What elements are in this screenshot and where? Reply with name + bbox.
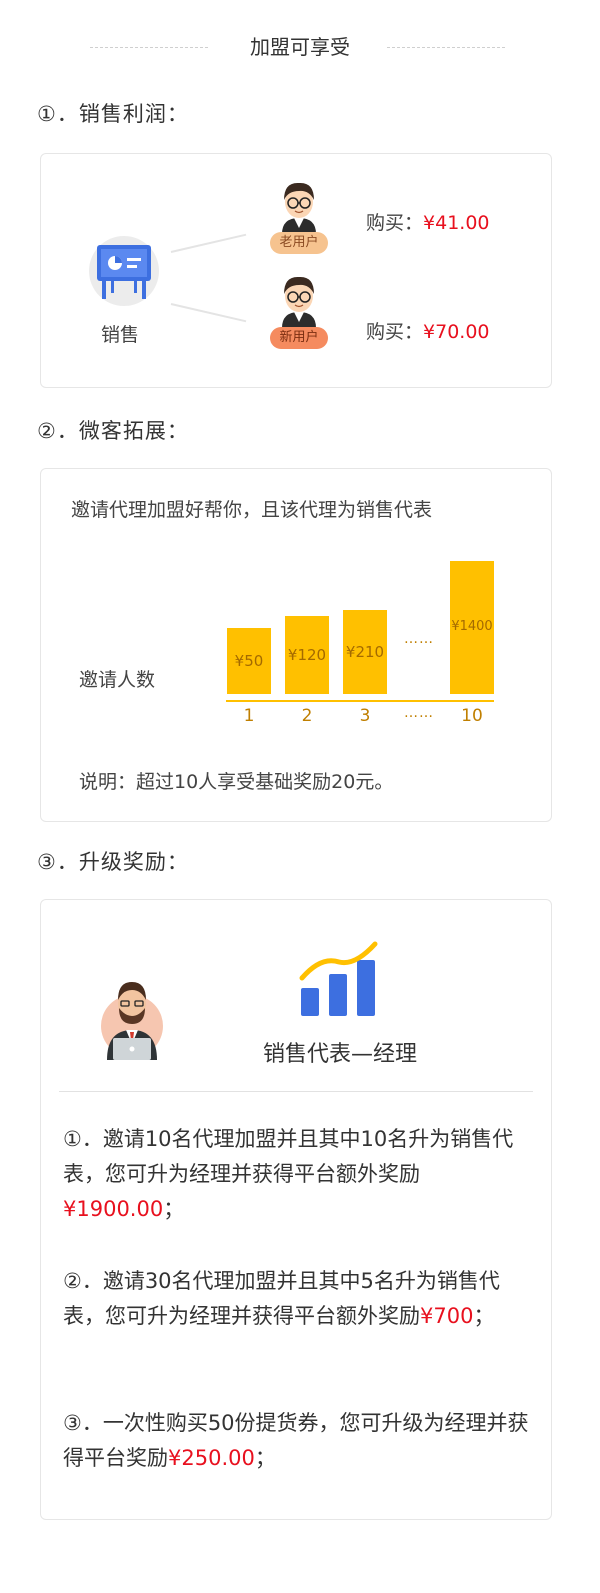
- old-user-purchase: 购买：¥41.00: [366, 208, 490, 235]
- chart-bar-value-label: ¥50: [234, 652, 264, 670]
- chart-x-tick-label: 3: [359, 706, 371, 726]
- purchase-label: 购买：: [366, 321, 424, 343]
- promotion-title: 销售代表—经理: [262, 1042, 417, 1067]
- reward-item-end: ；: [473, 1304, 495, 1328]
- sales-profit-card: 销售 老用户 购买：¥41.00 新用户 购买：¥70.00: [40, 153, 552, 388]
- new-user-amount: ¥70.00: [423, 321, 490, 343]
- section-heading-micro-expansion: ②．微客拓展：: [37, 419, 189, 443]
- reward-item-amount: ¥250.00: [168, 1446, 255, 1470]
- new-user-avatar-icon: [282, 276, 316, 328]
- reward-item-1: ①．邀请10名代理加盟并且其中10名升为销售代表，您可升为经理并获得平台额外奖励…: [63, 1122, 533, 1227]
- chart-x-tick-label: 1: [243, 706, 255, 726]
- chart-bar: [227, 628, 271, 694]
- micro-expansion-card: 邀请代理加盟好帮你，且该代理为销售代表 邀请人数 …… …… 说明：超过10人享…: [40, 468, 552, 822]
- header-divider-left: [90, 47, 208, 48]
- chart-x-tick-label: 2: [301, 706, 313, 726]
- chart-bar-value-label: ¥1400: [451, 618, 493, 634]
- reward-item-text: ③．一次性购买50份提货券，您可升级为经理并获得平台奖励: [63, 1411, 529, 1470]
- reward-item-amount: ¥700: [420, 1304, 474, 1328]
- chart-x-tick-label: 10: [461, 706, 483, 726]
- manager-with-laptop-icon: [107, 982, 157, 1060]
- new-user-badge: 新用户: [270, 327, 328, 349]
- presentation-board-icon: [97, 245, 151, 299]
- header-divider-right: [387, 47, 505, 48]
- chart-bar: [343, 610, 387, 694]
- reward-item-amount: ¥1900.00: [63, 1197, 164, 1221]
- chart-baseline: [226, 700, 494, 702]
- old-user-avatar-icon: [282, 182, 316, 234]
- reward-item-end: ；: [254, 1446, 276, 1470]
- sales-label: 销售: [101, 324, 140, 346]
- expansion-description: 邀请代理加盟好帮你，且该代理为销售代表: [71, 499, 433, 521]
- upgrade-reward-card: 销售代表—经理 ①．邀请10名代理加盟并且其中10名升为销售代表，您可升为经理并…: [40, 899, 552, 1520]
- reward-item-text: ①．邀请10名代理加盟并且其中10名升为销售代表，您可升为经理并获得平台额外奖励: [63, 1127, 514, 1186]
- chart-bar-value-label: ¥210: [345, 643, 385, 661]
- chart-y-label: 邀请人数: [79, 669, 156, 691]
- purchase-label: 购买：: [366, 212, 424, 234]
- sales-icon-circle: [89, 236, 159, 306]
- connector-line-old: [170, 233, 247, 253]
- chart-ellipsis-ticks: ……: [404, 705, 434, 721]
- page-title: 加盟可享受: [250, 35, 350, 59]
- growth-chart-icon: [299, 941, 378, 1016]
- chart-bar-value-label: ¥120: [287, 646, 327, 664]
- reward-item-3: ③．一次性购买50份提货券，您可升级为经理并获得平台奖励¥250.00；: [63, 1406, 533, 1476]
- expansion-note: 说明：超过10人享受基础奖励20元。: [79, 771, 394, 793]
- reward-item-2: ②．邀请30名代理加盟并且其中5名升为销售代表，您可升为经理并获得平台额外奖励¥…: [63, 1264, 533, 1334]
- chart-bar: [285, 616, 329, 694]
- reward-divider: [59, 1091, 533, 1092]
- section-heading-upgrade-reward: ③．升级奖励：: [37, 850, 189, 874]
- chart-bar: [450, 561, 494, 694]
- section-heading-sales-profit: ①．销售利润：: [37, 102, 189, 126]
- reward-item-end: ；: [163, 1197, 185, 1221]
- old-user-badge: 老用户: [270, 232, 328, 254]
- old-user-amount: ¥41.00: [423, 212, 490, 234]
- page-header: 加盟可享受: [0, 30, 600, 64]
- new-user-purchase: 购买：¥70.00: [366, 317, 490, 344]
- connector-line-new: [170, 303, 247, 323]
- chart-ellipsis-bars: ……: [404, 631, 434, 647]
- reward-item-text: ②．邀请30名代理加盟并且其中5名升为销售代表，您可升为经理并获得平台额外奖励: [63, 1269, 500, 1328]
